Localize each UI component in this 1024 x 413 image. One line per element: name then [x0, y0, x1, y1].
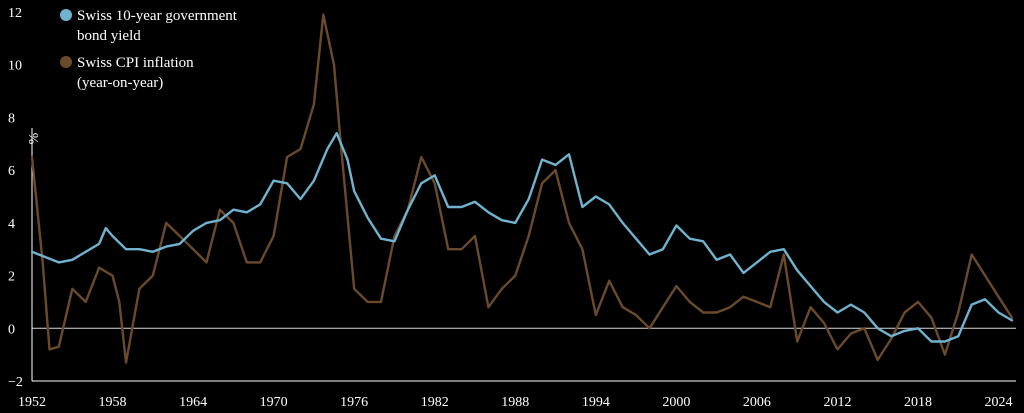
x-tick-label: 1988: [501, 395, 529, 410]
x-tick-label: 1970: [260, 395, 288, 410]
x-tick-label: 2006: [743, 395, 771, 410]
legend-entry-cpi-inflation: Swiss CPI inflation (year-on-year): [60, 55, 194, 91]
x-tick-label: 2024: [985, 395, 1013, 410]
legend-entry-bond-yield: Swiss 10-year government bond yield: [60, 8, 238, 44]
x-tick-label: 2018: [904, 395, 932, 410]
legend-marker: [60, 9, 72, 21]
y-tick-label: 2: [8, 270, 15, 285]
y-tick-label: 4: [8, 217, 15, 232]
y-tick-label: 12: [8, 6, 22, 21]
legend-label: Swiss CPI inflation: [77, 55, 194, 71]
x-tick-label: 1982: [421, 395, 449, 410]
x-tick-label: 2000: [662, 395, 690, 410]
x-tick-label: 1976: [340, 395, 368, 410]
x-tick-label: 1958: [99, 395, 127, 410]
legend-marker: [60, 56, 72, 68]
y-axis-unit-label: %: [27, 132, 42, 144]
legend-label: Swiss 10-year government: [77, 8, 238, 24]
y-tick-label: −2: [8, 375, 23, 390]
y-tick-label: 0: [8, 322, 15, 337]
legend-label: (year-on-year): [77, 75, 163, 91]
x-tick-label: 1994: [582, 395, 610, 410]
series-line-bond-yield: [30, 132, 1014, 343]
x-tick-labels: 1952 1958 1964 1970 1976 1982 1988 1994 2000 2006…: [18, 395, 1013, 410]
y-tick-label: 10: [8, 59, 22, 74]
y-tick-labels: −2 0 2 4 6 8 10 12: [8, 6, 23, 390]
y-tick-label: 6: [8, 164, 15, 179]
x-tick-label: 2012: [823, 395, 851, 410]
x-tick-label: 1964: [179, 395, 207, 410]
axes: [31, 127, 1016, 382]
series-layer: [30, 13, 1014, 364]
series-line-cpi-inflation: [30, 13, 1014, 364]
legend-label: bond yield: [77, 28, 141, 44]
x-tick-label: 1952: [18, 395, 46, 410]
y-tick-label: 8: [8, 111, 15, 126]
